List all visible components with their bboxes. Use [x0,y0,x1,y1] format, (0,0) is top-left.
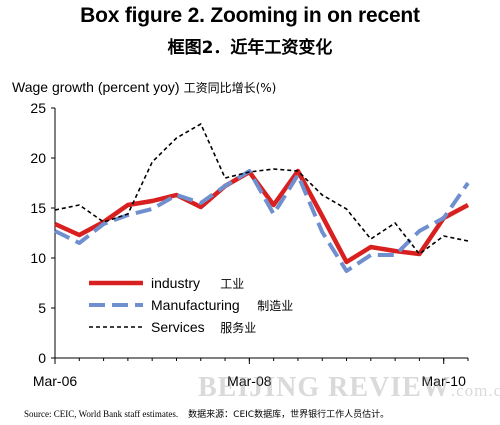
y-axis-label-cn: 工资同比增长(%) [183,81,277,95]
y-tick-label: 25 [30,100,46,116]
y-tick-label: 0 [38,350,46,366]
watermark-text: BEIJING REVIEW [198,372,451,403]
legend-label-services: Services [151,319,205,335]
legend-label-cn-services: 服务业 [220,320,256,335]
legend-label-cn-industry: 工业 [220,277,244,291]
y-tick-label: 15 [30,200,46,216]
series-line-services [54,123,469,255]
y-axis-label-en: Wage growth (percent yoy) [12,79,180,95]
y-tick-label: 5 [38,300,46,316]
legend-label-cn-manufacturing: 制造业 [257,299,293,313]
series-line-industry [54,168,470,265]
legend-label-industry: industry [151,275,200,291]
y-axis-label: Wage growth (percent yoy) 工资同比增长(%) [12,79,276,96]
watermark-domain: .com.cn [450,381,500,400]
legend-label-manufacturing: Manufacturing [151,297,240,313]
source-note-cn: 数据来源：CEIC数据库，世界银行工作人员估计。 [188,410,390,420]
x-tick-label: Mar-10 [422,373,467,389]
x-tick-label: Mar-06 [33,373,78,389]
chart-subtitle: 框图2．近年工资变化 [167,38,333,58]
source-note: Source: CEIC, World Bank staff estimates… [24,407,389,420]
chart-title: Box figure 2. Zooming in on recent [80,4,420,27]
watermark: BEIJING REVIEW.com.cn [198,372,500,404]
y-tick-label: 20 [30,150,46,166]
source-note-en: Source: CEIC, World Bank staff estimates… [24,409,179,419]
y-tick-label: 10 [30,250,46,266]
x-tick-label: Mar-08 [227,373,272,389]
series-line-manufacturing [54,169,470,273]
